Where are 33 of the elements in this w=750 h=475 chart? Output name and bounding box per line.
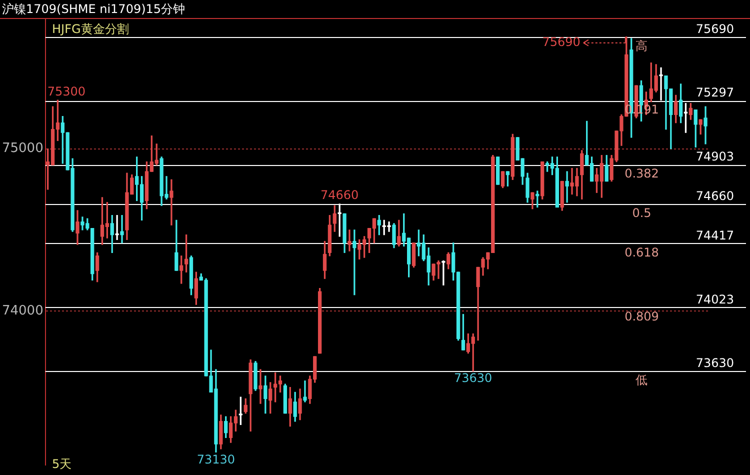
annotation: 5天 [52,456,72,473]
ref-line-label: 74660 [696,189,734,204]
ref-line-label: 74023 [696,292,734,306]
candlestick [303,380,307,402]
annotation: 高 [636,38,648,53]
ref-line-label: 74903 [696,150,734,164]
candlestick [348,230,352,252]
annotation: 75690 [542,34,580,49]
ref-line-label: 73630 [696,356,734,370]
y-tick-label: 75000 [2,141,44,156]
candlestick [442,260,446,286]
y-tick-label: 74000 [2,303,44,318]
ref-line-label: 75690 [696,22,734,36]
ref-line-label: 75297 [696,86,734,100]
candlestick [565,171,569,203]
annotation: 0.5 [632,206,652,220]
annotation: 0.809 [624,309,659,324]
annotation: 低 [636,373,648,388]
annotation: 73130 [196,452,236,466]
annotation: 0.382 [624,166,659,181]
candlestick [115,215,119,240]
annotation: 75300 [47,84,86,98]
annotation: 73630 [454,371,492,386]
candlestick [258,369,262,404]
candlestick [120,215,124,244]
candlestick [704,106,708,144]
candlestick [352,230,356,296]
annotation: 74660 [320,188,359,202]
chart-title: 沪镍1709(SHME ni1709)15分钟 [2,1,186,18]
chart-subtitle: HJFG黄金分割 [52,21,129,38]
candlestick [170,179,174,226]
ref-line-label: 74417 [696,228,734,243]
annotation: 0.618 [624,246,659,260]
